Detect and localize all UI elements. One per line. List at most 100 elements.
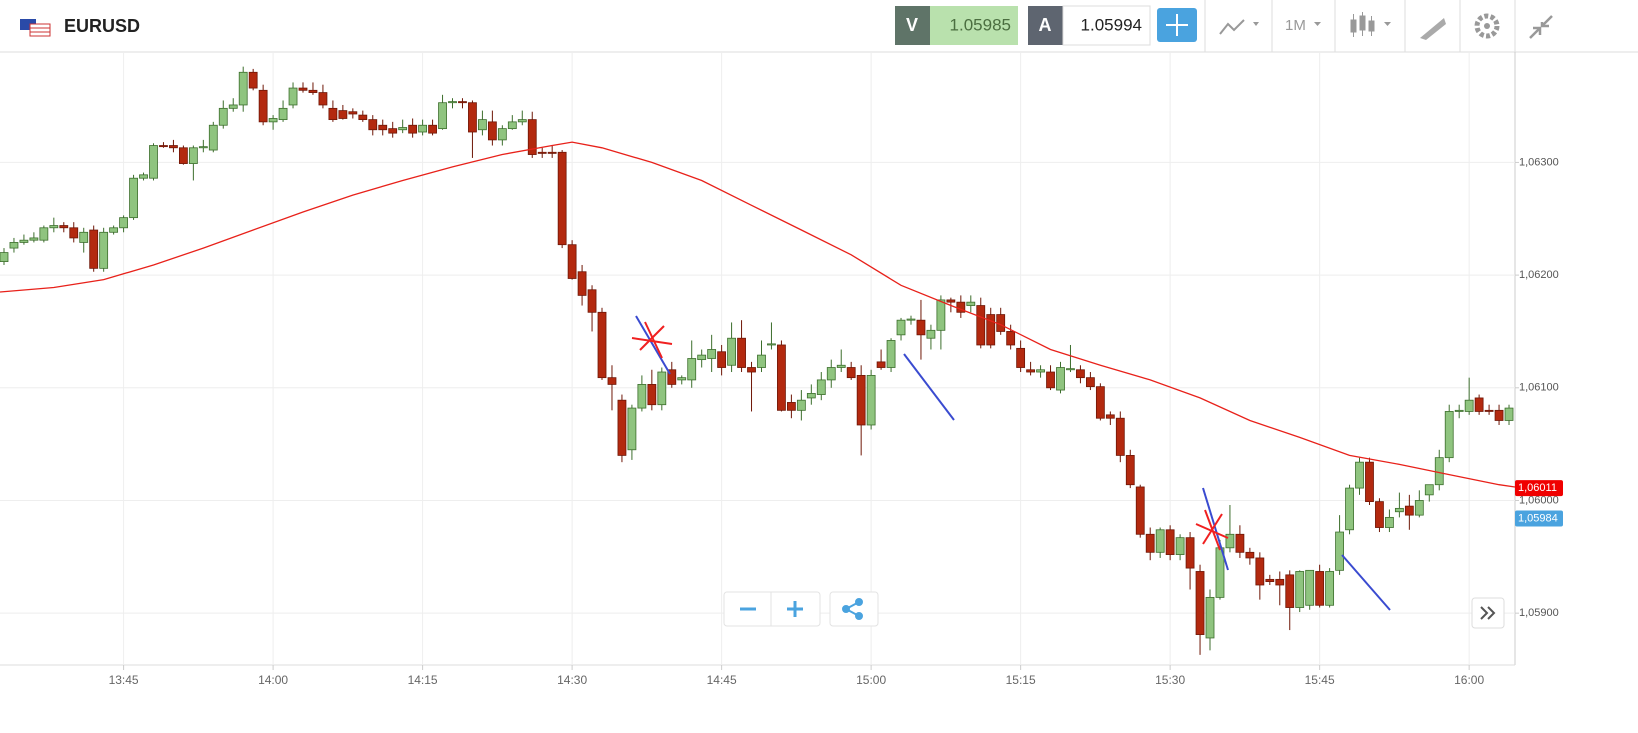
candle-body bbox=[39, 227, 49, 241]
candle-body bbox=[1076, 369, 1085, 379]
candle-body bbox=[627, 407, 637, 451]
y-tick-label: 1,06300 bbox=[1519, 156, 1559, 168]
x-tick-label: 14:45 bbox=[707, 673, 737, 687]
candle-body bbox=[1464, 399, 1474, 412]
candle-body bbox=[717, 351, 727, 368]
price-tag bbox=[1515, 480, 1563, 497]
candle-body bbox=[238, 71, 248, 106]
scroll-right-button[interactable] bbox=[1471, 597, 1505, 629]
candle-body bbox=[1036, 369, 1045, 373]
zoom-in[interactable] bbox=[787, 601, 803, 617]
candle-body bbox=[79, 231, 89, 243]
candle-body bbox=[318, 92, 328, 106]
candle-body bbox=[428, 124, 437, 134]
candle-body bbox=[19, 239, 29, 243]
sell-button[interactable]: V 1.05985 bbox=[895, 6, 1018, 45]
candle-body bbox=[298, 87, 308, 91]
candle-body bbox=[1175, 537, 1185, 555]
buy-label-box bbox=[1028, 6, 1063, 45]
candle-body bbox=[438, 102, 447, 130]
candle-body bbox=[1414, 500, 1424, 516]
timeframe: 1M bbox=[1285, 17, 1306, 34]
buy-button[interactable]: A 1.05994 bbox=[1028, 5, 1151, 46]
candle-body bbox=[777, 344, 786, 411]
candle-body bbox=[507, 121, 517, 130]
candle-body bbox=[1404, 505, 1414, 516]
candle-body bbox=[358, 114, 368, 121]
candle-body bbox=[926, 329, 936, 339]
candle-body bbox=[1185, 537, 1195, 569]
buy-label: A bbox=[1039, 15, 1052, 35]
candle-body bbox=[119, 217, 128, 229]
candle-body bbox=[1195, 571, 1205, 635]
collapse-button[interactable] bbox=[1529, 15, 1553, 39]
candle-body bbox=[348, 111, 358, 115]
candle-body bbox=[637, 384, 647, 409]
share-button[interactable] bbox=[829, 591, 879, 627]
timeframe-button[interactable]: 1M bbox=[1285, 17, 1321, 34]
candle-body bbox=[657, 371, 667, 406]
candle-body bbox=[178, 147, 188, 164]
candle-body bbox=[408, 124, 418, 134]
candle-body bbox=[1115, 417, 1125, 456]
trend-line bbox=[1341, 554, 1391, 611]
candle-body bbox=[896, 319, 906, 336]
candle-body bbox=[378, 124, 388, 131]
toolbar bbox=[0, 0, 1638, 52]
candle-body bbox=[1424, 484, 1434, 496]
candle-body bbox=[1335, 531, 1344, 571]
candle-body bbox=[587, 289, 597, 313]
trend-line bbox=[1202, 487, 1229, 571]
candle-body bbox=[547, 151, 557, 154]
draw-button[interactable] bbox=[1420, 18, 1446, 40]
sell-price: 1.05985 bbox=[950, 15, 1011, 34]
candle-body bbox=[1355, 461, 1364, 489]
x-tick-label: 16:00 bbox=[1454, 673, 1484, 687]
candle-body bbox=[647, 384, 657, 406]
candle-body bbox=[697, 354, 707, 361]
price-tag-label: 1,05984 bbox=[1518, 512, 1558, 524]
indicators-button[interactable] bbox=[1219, 19, 1259, 35]
candle-body bbox=[757, 354, 766, 368]
zoom-controls[interactable] bbox=[723, 591, 879, 627]
candle-body bbox=[0, 252, 9, 262]
candle-body bbox=[1434, 457, 1444, 486]
candle-body bbox=[1345, 487, 1354, 531]
candle-body bbox=[1375, 501, 1384, 528]
candle-body bbox=[328, 107, 338, 121]
candle-body bbox=[1095, 386, 1105, 419]
x-tick-label: 14:00 bbox=[258, 673, 288, 687]
candle-body bbox=[1285, 574, 1295, 608]
toolbar-separators bbox=[1204, 0, 1516, 52]
y-tick-label: 1,06000 bbox=[1519, 494, 1559, 506]
candle-body bbox=[9, 242, 19, 249]
y-tick-label: 1,06200 bbox=[1519, 269, 1559, 281]
candle-body bbox=[228, 104, 238, 109]
candle-body bbox=[1275, 578, 1285, 586]
candle-body bbox=[577, 271, 587, 296]
candle-body bbox=[458, 101, 467, 104]
candle-body bbox=[1265, 578, 1275, 583]
candle-body bbox=[1255, 557, 1265, 586]
candle-body bbox=[208, 124, 218, 151]
candle-body bbox=[59, 225, 69, 229]
candle-body bbox=[129, 177, 138, 219]
candle-body bbox=[1315, 571, 1325, 606]
candle-body bbox=[916, 319, 926, 336]
chart-type-button[interactable] bbox=[1350, 12, 1391, 37]
candle-body bbox=[677, 377, 687, 381]
symbol: EURUSD bbox=[64, 16, 140, 36]
settings-button[interactable] bbox=[1474, 13, 1500, 39]
candle-body bbox=[607, 377, 617, 385]
candle-body bbox=[497, 128, 507, 141]
drawings bbox=[631, 315, 1391, 611]
candle-body bbox=[248, 71, 258, 89]
candle-body bbox=[1066, 368, 1075, 371]
buy-price-box bbox=[1062, 5, 1151, 46]
candle-body bbox=[448, 101, 457, 104]
candle-body bbox=[567, 244, 577, 279]
candle-body bbox=[69, 227, 79, 239]
candle-body bbox=[1385, 516, 1394, 528]
crosshair-button[interactable] bbox=[1157, 8, 1197, 42]
